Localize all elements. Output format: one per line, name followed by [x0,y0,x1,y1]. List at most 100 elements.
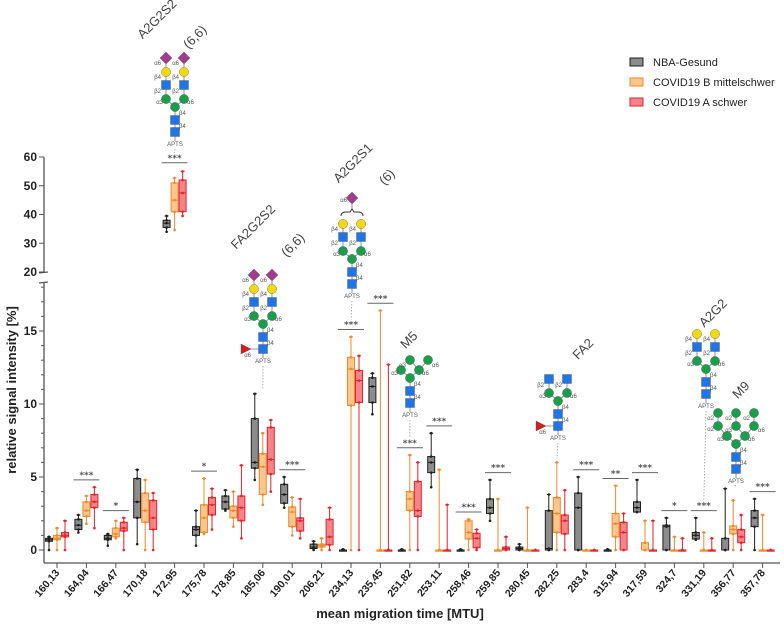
box-covid19-a-schwer [737,513,746,552]
linkage-label: β4 [562,418,569,424]
significance-stars: *** [491,464,505,474]
linkage-label: β2 [703,351,710,357]
box-covid19-a-schwer [590,548,599,552]
x-tick-label: 185,06 [238,567,268,599]
box-nba-gesund [662,516,671,552]
data-point [739,528,743,531]
linkage-label: α6 [244,353,251,359]
data-point [357,548,361,552]
data-point [488,506,492,509]
linkage-label: α6 [187,100,194,106]
data-point [694,534,698,537]
data-point [584,548,588,552]
data-point [576,475,580,479]
data-point [232,504,235,508]
data-point [181,210,184,213]
data-point [253,417,257,420]
category-group: *** [396,439,423,552]
box-covid19-b-mittelschwer [111,519,120,540]
data-point [143,509,147,512]
glcnac-square-icon [731,464,741,474]
data-point [694,531,698,534]
box-covid19-b-mittelschwer [641,519,649,552]
box-covid19-a-schwer [443,503,452,552]
glcnac-square-icon [553,421,563,431]
mannose-circle-icon [396,365,406,375]
x-tick-label: 234,13 [326,567,356,599]
significance-stars: *** [432,417,446,427]
iqr-box [560,514,569,535]
glcnac-square-icon [731,452,741,462]
data-point [114,519,118,523]
x-tick-label: 317,59 [620,567,650,599]
box-covid19-a-schwer [531,548,540,552]
data-point [534,548,537,552]
data-point [77,531,80,534]
iqr-box [178,179,187,213]
data-point [526,506,529,509]
sialic-acid-diamond-icon [265,268,279,282]
box-covid19-a-schwer [619,512,628,552]
iqr-box [192,526,200,536]
data-point [576,506,580,509]
data-point [181,214,184,218]
category-group [45,519,69,552]
data-point [135,477,139,480]
data-point [702,531,706,534]
data-point [614,512,617,515]
data-point [85,494,88,498]
category-group [133,468,158,552]
data-point [753,548,756,552]
linkage-label: α2 [725,416,732,422]
box-covid19-b-mittelschwer [376,309,385,552]
data-point [122,516,126,520]
data-point [122,529,126,533]
box-nba-gesund [74,513,83,534]
glcnac-square-icon [553,409,563,419]
linkage-label: α6 [539,430,546,436]
data-point [282,483,286,486]
data-point [753,509,756,512]
linkage-label: α6 [340,198,347,204]
data-point [739,548,743,552]
category-group: *** [573,461,600,552]
mannose-circle-icon [722,431,732,441]
category-group: *** [455,503,482,552]
data-point [681,548,684,552]
data-point [312,539,315,543]
mannose-circle-icon [338,246,348,256]
iqr-box [368,377,377,404]
galactose-circle-icon [267,284,277,294]
y-tick-label: 10 [24,397,38,411]
box-covid19-a-schwer [237,464,246,540]
linkage-label: α6 [432,363,439,369]
glycan-fa2: FA2 APTS β4 β4 α3 α6 β2 β2 α6 [535,335,596,459]
data-point [290,534,294,537]
data-point [77,528,80,531]
category-group: *** [485,464,511,552]
data-point [357,354,361,358]
box-nba-gesund [691,516,700,542]
linkage-label: β2 [349,241,356,247]
data-point [151,548,155,552]
y-tick-label: 40 [24,208,38,222]
linkage-label: α6 [364,252,371,258]
reducing-end-label: APTS [255,359,271,365]
data-point [85,515,88,518]
glycan-name: M9 [729,378,752,401]
data-point [643,548,647,552]
box-covid19-a-schwer [119,516,128,552]
glycan-name: FA2G2S2 [228,202,278,252]
mannose-circle-icon [267,311,277,321]
glcnac-square-icon [258,332,268,342]
data-point [416,509,420,512]
data-point [202,477,206,480]
category-group [721,487,746,552]
category-group: ** [602,469,629,552]
linkage-label: α2 [743,416,750,422]
iqr-box [486,498,494,514]
data-point [643,519,647,523]
galactose-circle-icon [249,284,259,294]
data-point [55,534,59,537]
significance-stars: *** [344,321,358,331]
